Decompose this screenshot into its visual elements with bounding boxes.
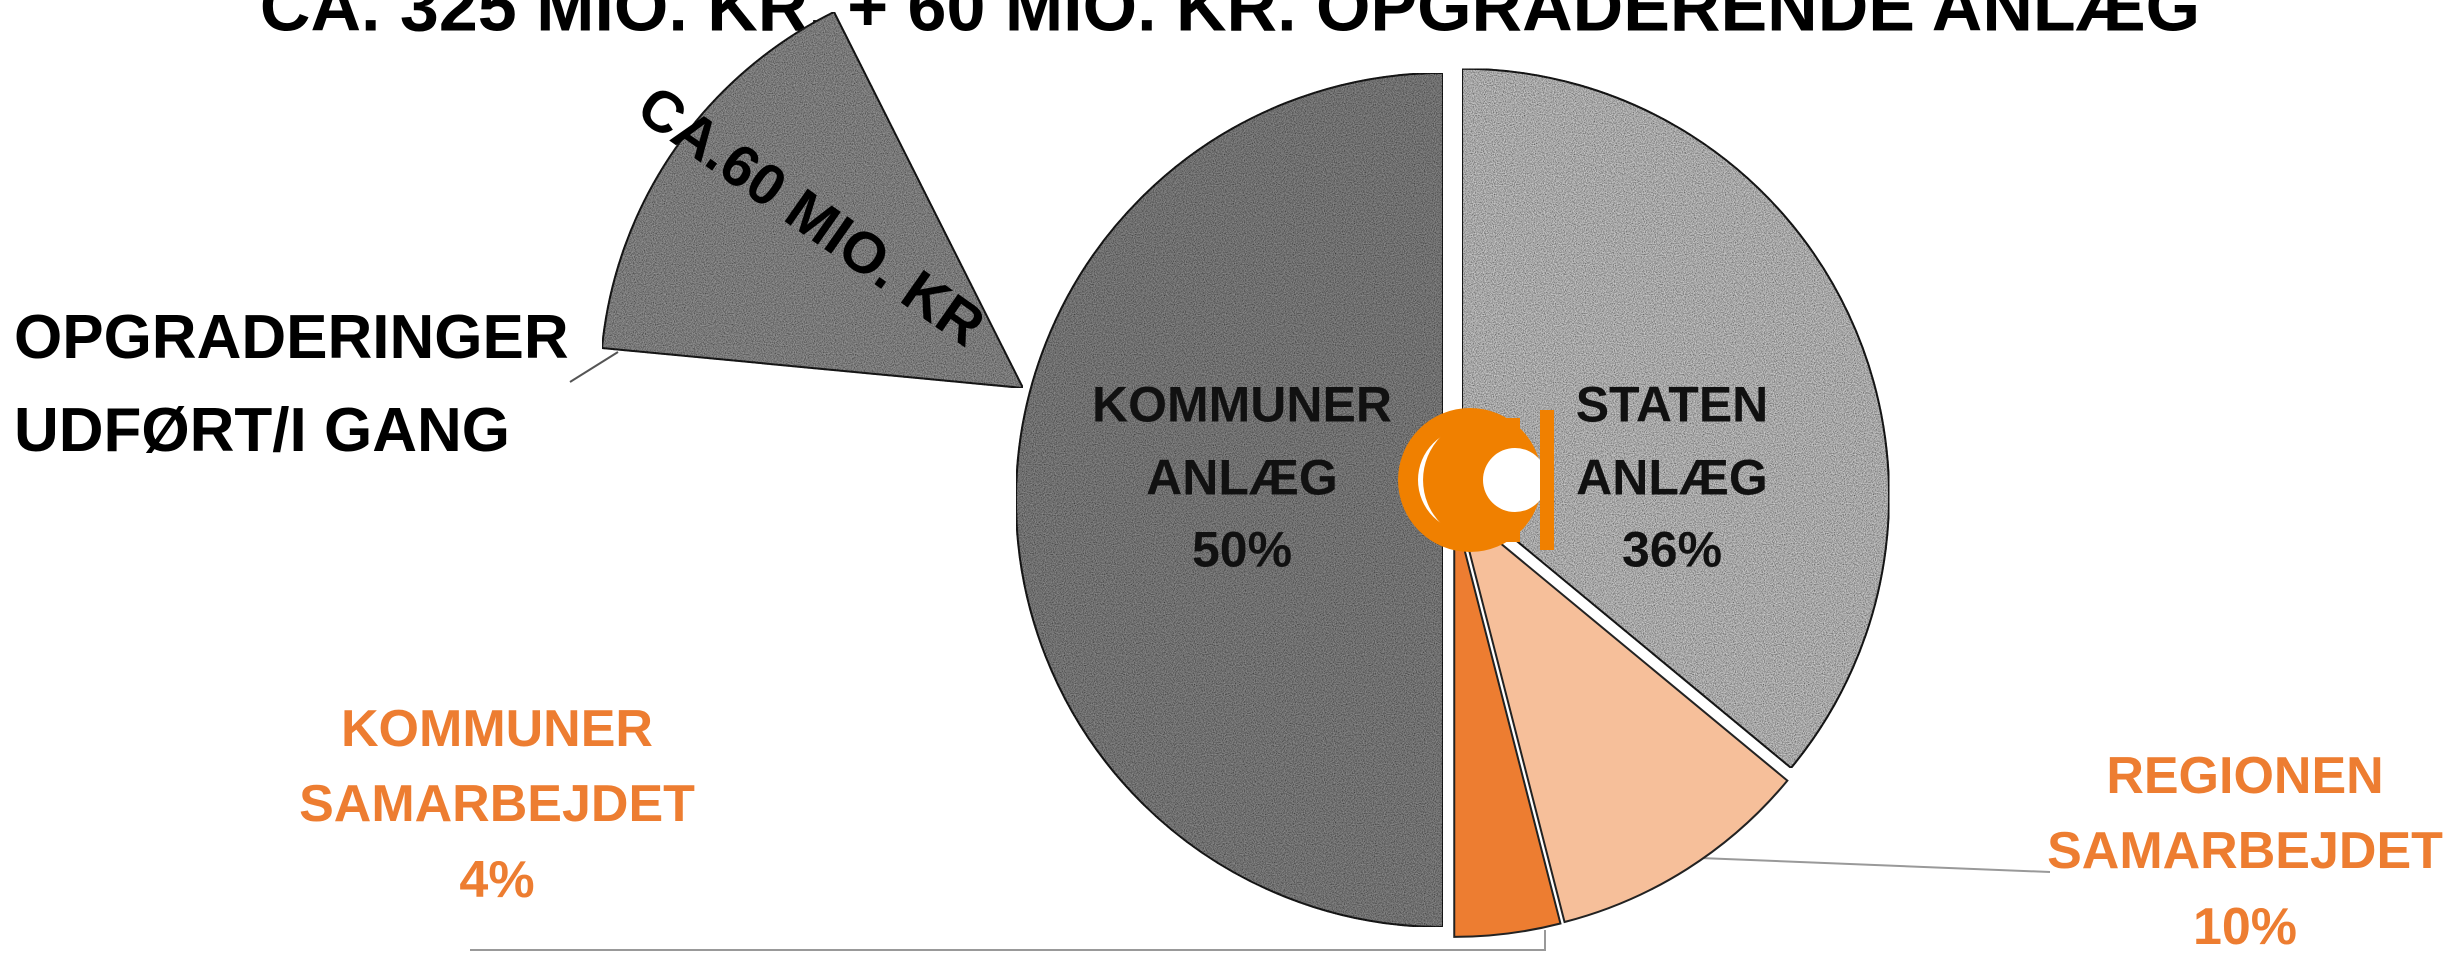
extra-wedge-description: OPGRADERINGER UDFØRT/I GANG (14, 303, 569, 465)
slice-name: REGIONEN SAMARBEJDET (2047, 746, 2443, 881)
leader-line (470, 930, 1546, 951)
slice-value: 50% (1191, 521, 1293, 578)
extra-wedge (600, 10, 1025, 390)
slice-name: STATEN ANLÆG (1575, 376, 1769, 505)
pie-slice (1015, 71, 1444, 929)
chart-title: CA. 325 MIO. KR. + 60 MIO. KR. OPGRADERE… (260, 0, 2200, 45)
leader-line (569, 351, 619, 383)
slice-name: KOMMUNER SAMARBEJDET (299, 699, 695, 834)
slice-label: REGIONEN SAMARBEJDET 10% (2035, 739, 2451, 965)
slice-value: 10% (2192, 897, 2298, 956)
pie-slice (1461, 67, 1890, 770)
logo (1398, 408, 1554, 552)
leader-line (1699, 857, 2051, 873)
pie-slice (1456, 505, 1789, 924)
slice-label: KOMMUNER SAMARBEJDET 4% (287, 692, 707, 918)
slice-label: KOMMUNER ANLÆG 50% (1052, 368, 1432, 586)
slices (1015, 67, 1890, 938)
pie-slice (1453, 509, 1562, 938)
slice-value: 36% (1621, 521, 1723, 578)
slice-label: STATEN ANLÆG 36% (1522, 368, 1822, 586)
slice-name: KOMMUNER ANLÆG (1092, 376, 1392, 505)
slice-value: 4% (459, 850, 535, 909)
